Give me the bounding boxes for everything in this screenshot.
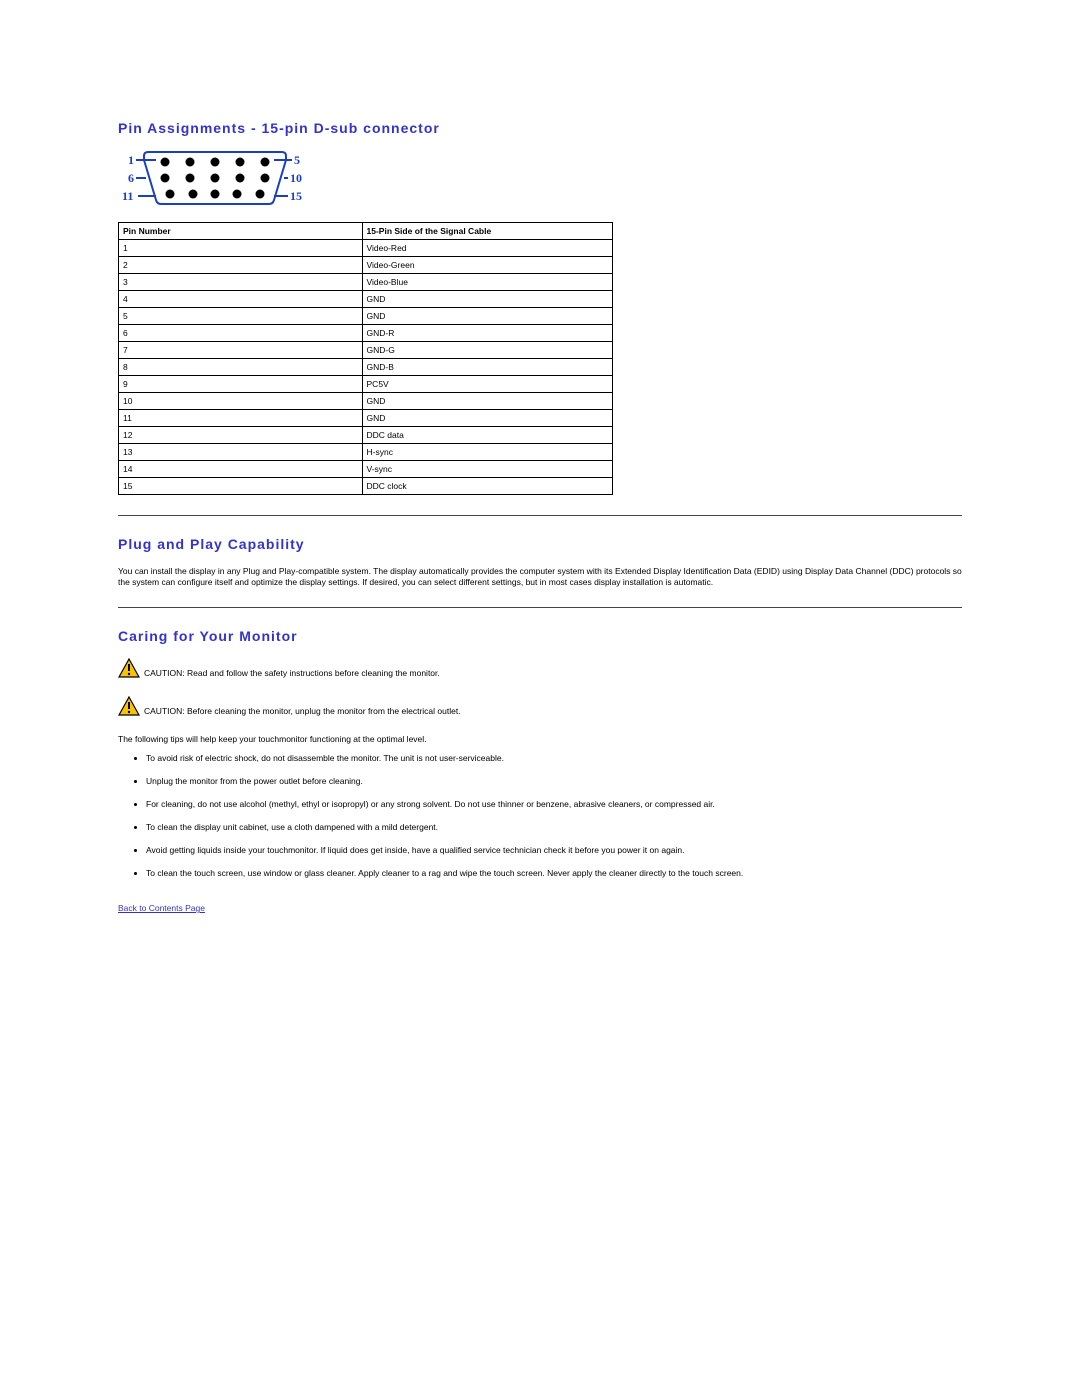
table-cell: 11 <box>119 410 363 427</box>
table-cell: 10 <box>119 393 363 410</box>
list-item: To clean the touch screen, use window or… <box>146 868 962 879</box>
table-cell: PC5V <box>362 376 612 393</box>
table-row: 10GND <box>119 393 613 410</box>
caution-1-text: CAUTION: Read and follow the safety inst… <box>144 668 440 678</box>
table-row: 13H-sync <box>119 444 613 461</box>
table-cell: GND <box>362 410 612 427</box>
table-cell: GND-R <box>362 325 612 342</box>
table-cell: H-sync <box>362 444 612 461</box>
table-row: 2Video-Green <box>119 257 613 274</box>
pin-label-6: 6 <box>128 171 134 185</box>
table-row: 5GND <box>119 308 613 325</box>
caution-2-text: CAUTION: Before cleaning the monitor, un… <box>144 706 461 716</box>
table-cell: 14 <box>119 461 363 478</box>
caring-heading: Caring for Your Monitor <box>118 628 962 644</box>
back-to-contents-link[interactable]: Back to Contents Page <box>118 903 205 913</box>
table-cell: 7 <box>119 342 363 359</box>
pin-label-5: 5 <box>294 153 300 167</box>
table-row: 6GND-R <box>119 325 613 342</box>
table-cell: 6 <box>119 325 363 342</box>
caution-icon <box>118 658 140 678</box>
table-cell: GND-G <box>362 342 612 359</box>
table-cell: DDC clock <box>362 478 612 495</box>
table-cell: 4 <box>119 291 363 308</box>
pin-assignments-heading: Pin Assignments - 15-pin D-sub connector <box>118 120 962 136</box>
caution-icon <box>118 696 140 716</box>
list-item: For cleaning, do not use alcohol (methyl… <box>146 799 962 810</box>
pin-table-header-2: 15-Pin Side of the Signal Cable <box>362 223 612 240</box>
table-row: 1Video-Red <box>119 240 613 257</box>
pin-label-11: 11 <box>122 189 133 203</box>
pin-table-header-1: Pin Number <box>119 223 363 240</box>
caution-1: CAUTION: Read and follow the safety inst… <box>118 658 962 678</box>
pin-assignment-table: Pin Number 15-Pin Side of the Signal Cab… <box>118 222 613 495</box>
plug-and-play-text: You can install the display in any Plug … <box>118 566 962 587</box>
list-item: To avoid risk of electric shock, do not … <box>146 753 962 764</box>
table-cell: 2 <box>119 257 363 274</box>
table-cell: 1 <box>119 240 363 257</box>
table-row: 9PC5V <box>119 376 613 393</box>
care-intro: The following tips will help keep your t… <box>118 734 962 745</box>
caution-2: CAUTION: Before cleaning the monitor, un… <box>118 696 962 716</box>
table-cell: 9 <box>119 376 363 393</box>
dsub-connector-diagram: 1 6 11 5 10 15 <box>118 150 962 210</box>
table-cell: 3 <box>119 274 363 291</box>
plug-and-play-heading: Plug and Play Capability <box>118 536 962 552</box>
table-row: 12DDC data <box>119 427 613 444</box>
table-row: 4GND <box>119 291 613 308</box>
table-row: 3Video-Blue <box>119 274 613 291</box>
table-cell: GND-B <box>362 359 612 376</box>
table-cell: GND <box>362 393 612 410</box>
list-item: To clean the display unit cabinet, use a… <box>146 822 962 833</box>
table-cell: GND <box>362 291 612 308</box>
table-cell: 12 <box>119 427 363 444</box>
table-cell: 5 <box>119 308 363 325</box>
care-tips-list: To avoid risk of electric shock, do not … <box>118 753 962 879</box>
table-row: 11GND <box>119 410 613 427</box>
table-cell: Video-Red <box>362 240 612 257</box>
divider <box>118 515 962 516</box>
pin-label-10: 10 <box>290 171 302 185</box>
table-cell: 13 <box>119 444 363 461</box>
table-row: 7GND-G <box>119 342 613 359</box>
table-row: 14V-sync <box>119 461 613 478</box>
table-row: 8GND-B <box>119 359 613 376</box>
table-cell: Video-Green <box>362 257 612 274</box>
table-cell: GND <box>362 308 612 325</box>
divider <box>118 607 962 608</box>
pin-label-1: 1 <box>128 153 134 167</box>
table-cell: 8 <box>119 359 363 376</box>
list-item: Avoid getting liquids inside your touchm… <box>146 845 962 856</box>
table-cell: DDC data <box>362 427 612 444</box>
table-cell: V-sync <box>362 461 612 478</box>
table-row: 15DDC clock <box>119 478 613 495</box>
table-cell: Video-Blue <box>362 274 612 291</box>
pin-label-15: 15 <box>290 189 302 203</box>
table-cell: 15 <box>119 478 363 495</box>
list-item: Unplug the monitor from the power outlet… <box>146 776 962 787</box>
